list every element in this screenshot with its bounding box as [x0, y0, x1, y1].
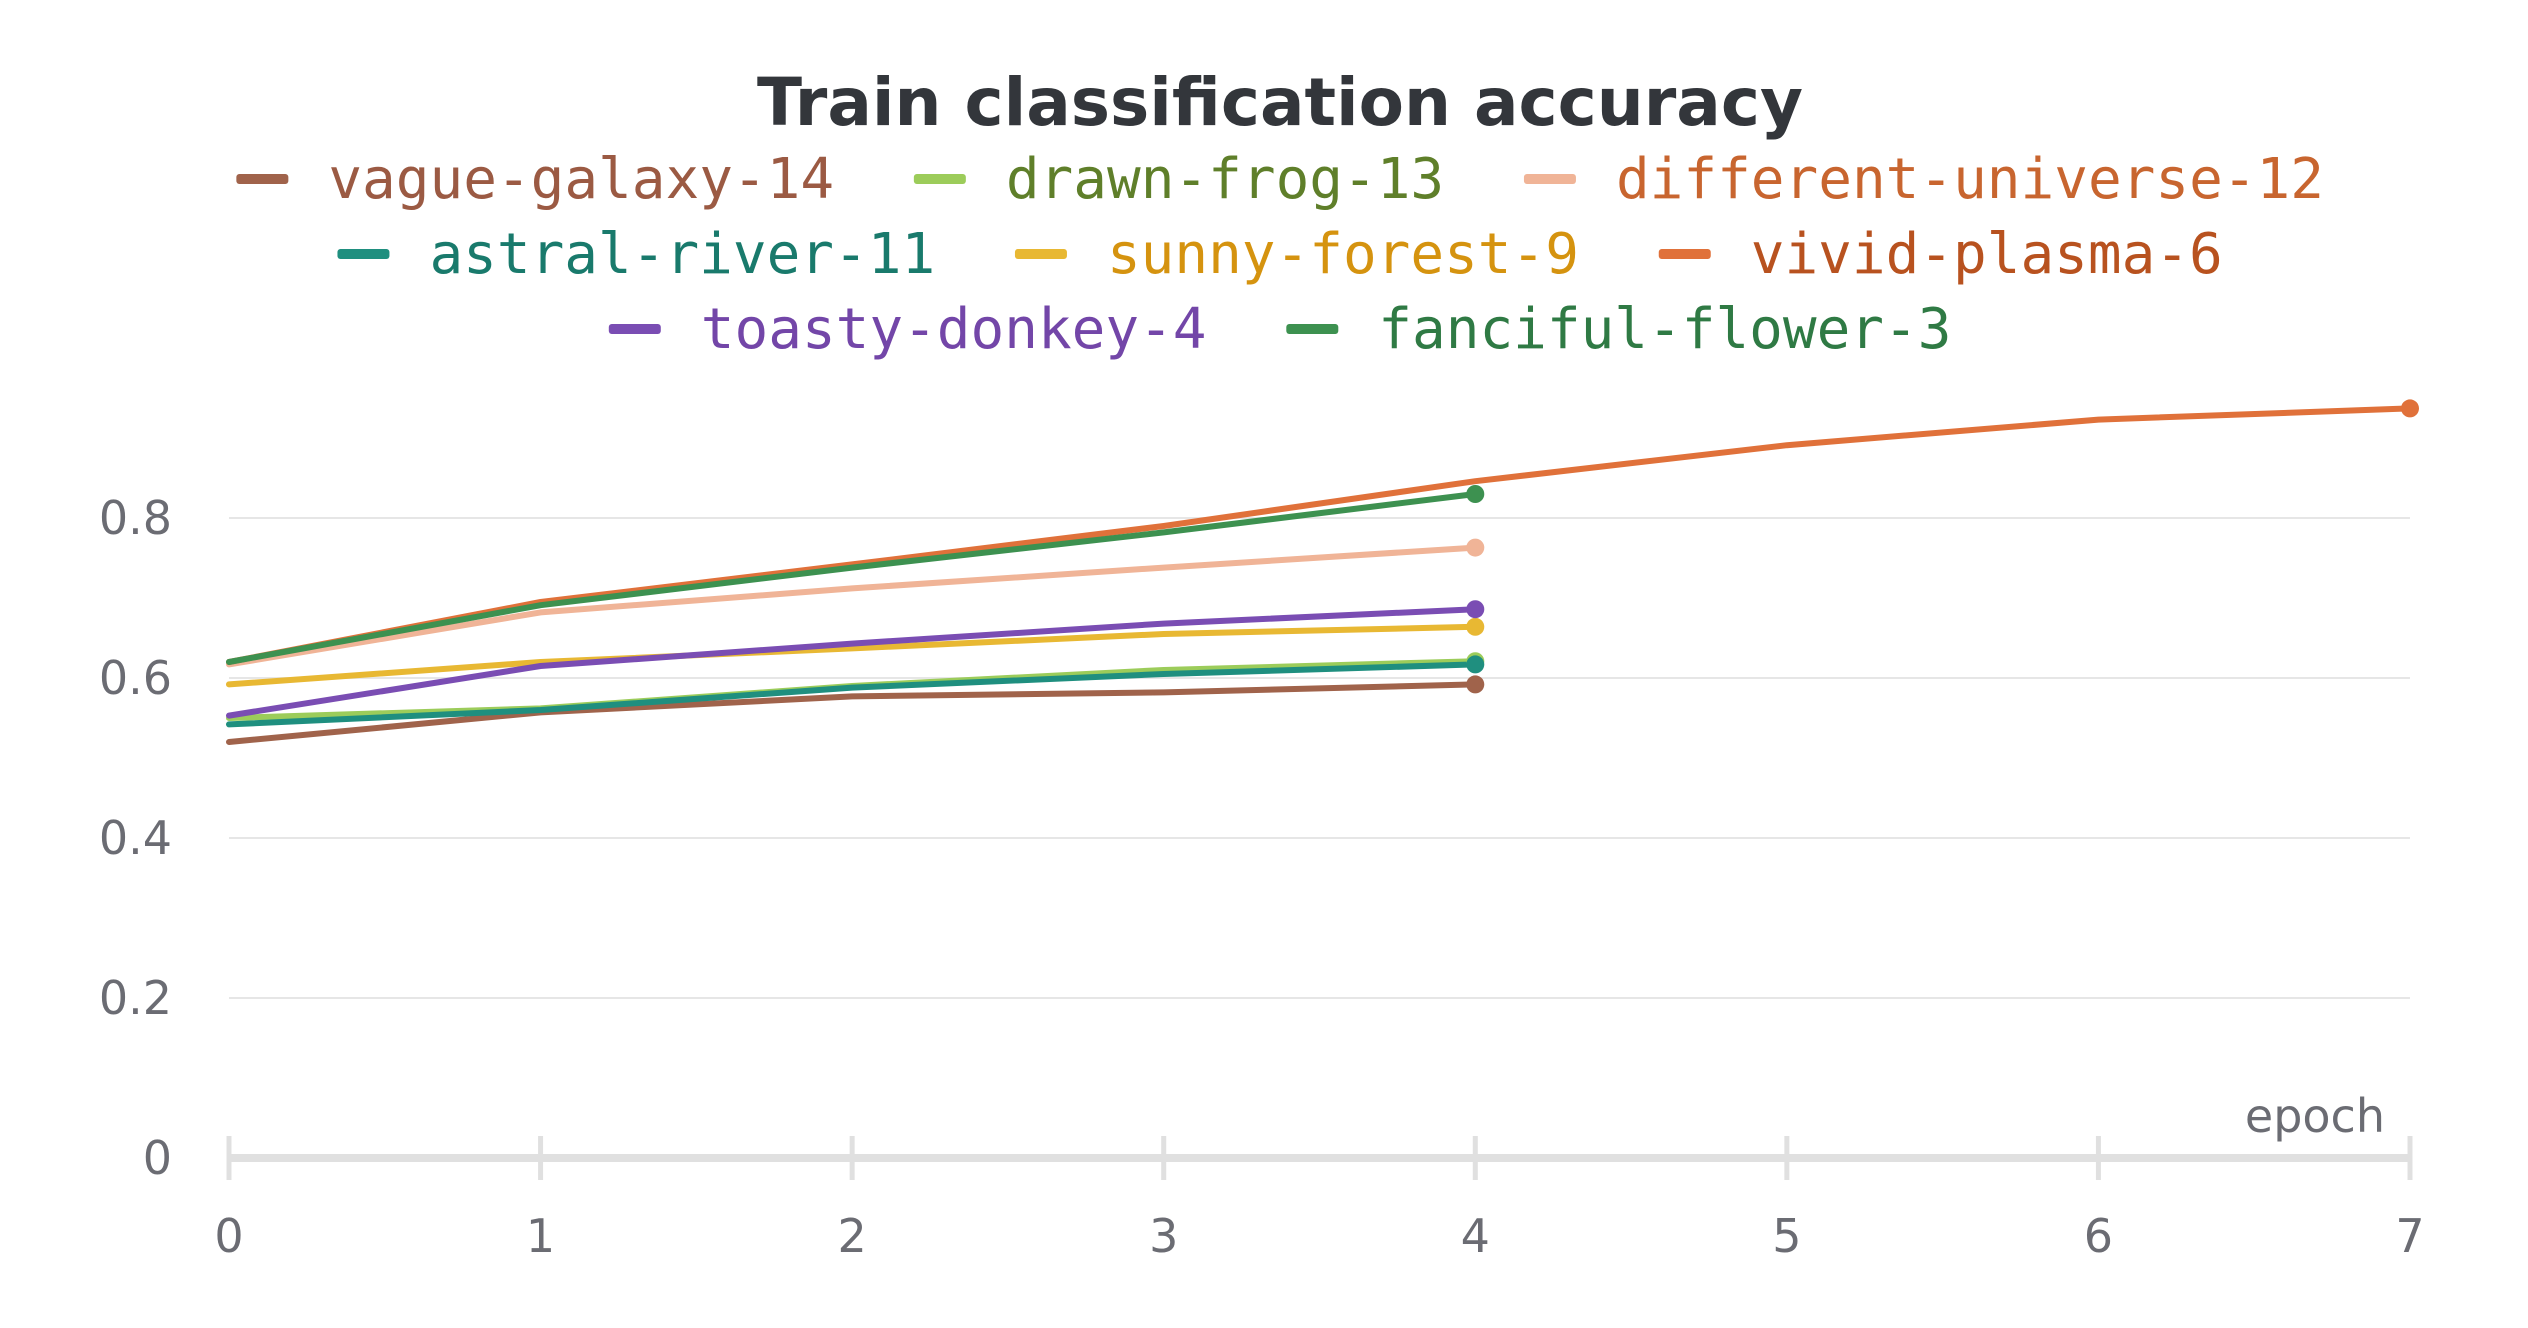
data-point-vivid-plasma-6	[2401, 399, 2419, 418]
y-tick-label: 0.2	[99, 971, 172, 1025]
legend-swatch	[1014, 249, 1067, 259]
legend-item-vivid-plasma-6[interactable]: vivid-plasma-6	[1658, 222, 2223, 287]
legend-label: vague-galaxy-14	[328, 147, 834, 212]
legend-label: astral-river-11	[429, 222, 935, 287]
legend-item-toasty-donkey-4[interactable]: toasty-donkey-4	[608, 297, 1207, 362]
y-tick-label: 0	[143, 1131, 172, 1185]
legend-label: toasty-donkey-4	[701, 297, 1207, 362]
y-tick-label: 0.6	[99, 651, 172, 705]
chart-title: Train classification accuracy	[757, 64, 1803, 141]
data-point-different-universe-12	[1466, 538, 1485, 557]
series-line-vague-galaxy-14	[226, 681, 1479, 745]
legend-item-sunny-forest-9[interactable]: sunny-forest-9	[1014, 222, 1579, 287]
x-tick-label: 4	[1461, 1209, 1490, 1263]
legend-label: vivid-plasma-6	[1751, 222, 2223, 287]
legend-swatch	[236, 174, 289, 184]
x-axis-label: epoch	[2245, 1089, 2385, 1143]
series-lines	[226, 405, 2413, 745]
x-tick-label: 6	[2084, 1209, 2113, 1263]
series-line-vivid-plasma-6	[226, 405, 2413, 665]
legend-swatch	[913, 174, 966, 184]
legend-label: different-universe-12	[1616, 147, 2324, 212]
series-line-fanciful-flower-3	[226, 491, 1479, 665]
data-point-astral-river-11	[1466, 655, 1485, 674]
data-point-vague-galaxy-14	[1466, 675, 1485, 694]
series-line-sunny-forest-9	[226, 623, 1479, 688]
gridlines	[229, 517, 2410, 999]
legend-swatch	[337, 249, 390, 259]
legend-item-fanciful-flower-3[interactable]: fanciful-flower-3	[1286, 297, 1951, 362]
legend-swatch	[1286, 324, 1339, 334]
series-line-different-universe-12	[226, 544, 1479, 668]
y-tick-label: 0.8	[99, 491, 172, 545]
x-tick-label: 1	[526, 1209, 555, 1263]
x-tick-label: 7	[2395, 1209, 2424, 1263]
data-point-sunny-forest-9	[1466, 617, 1485, 636]
x-tick-label: 3	[1149, 1209, 1178, 1263]
x-tick-label: 5	[1772, 1209, 1801, 1263]
legend-item-vague-galaxy-14[interactable]: vague-galaxy-14	[236, 147, 834, 212]
legend-label: fanciful-flower-3	[1378, 297, 1951, 362]
series-end-markers	[1466, 399, 2419, 694]
legend-label: sunny-forest-9	[1107, 222, 1579, 287]
legend-item-astral-river-11[interactable]: astral-river-11	[337, 222, 935, 287]
legend-swatch	[1658, 249, 1711, 259]
legend-item-different-universe-12[interactable]: different-universe-12	[1523, 147, 2324, 212]
data-point-fanciful-flower-3	[1466, 485, 1485, 503]
series-line-astral-river-11	[226, 661, 1479, 728]
series-line-toasty-donkey-4	[226, 606, 1479, 719]
legend-label: drawn-frog-13	[1006, 147, 1444, 212]
legend-swatch	[608, 324, 661, 334]
legend-item-drawn-frog-13[interactable]: drawn-frog-13	[913, 147, 1444, 212]
x-tick-label: 2	[838, 1209, 867, 1263]
legend: vague-galaxy-14 drawn-frog-13 different-un…	[236, 147, 2324, 362]
y-tick-label: 0.4	[99, 811, 172, 865]
y-axis: 0 0.2 0.4 0.6 0.8	[99, 491, 172, 1185]
x-tick-label: 0	[214, 1209, 243, 1263]
legend-swatch	[1523, 174, 1576, 184]
data-point-toasty-donkey-4	[1466, 600, 1485, 619]
x-axis: 0 1 2 3 4 5 6 7	[214, 1136, 2425, 1263]
